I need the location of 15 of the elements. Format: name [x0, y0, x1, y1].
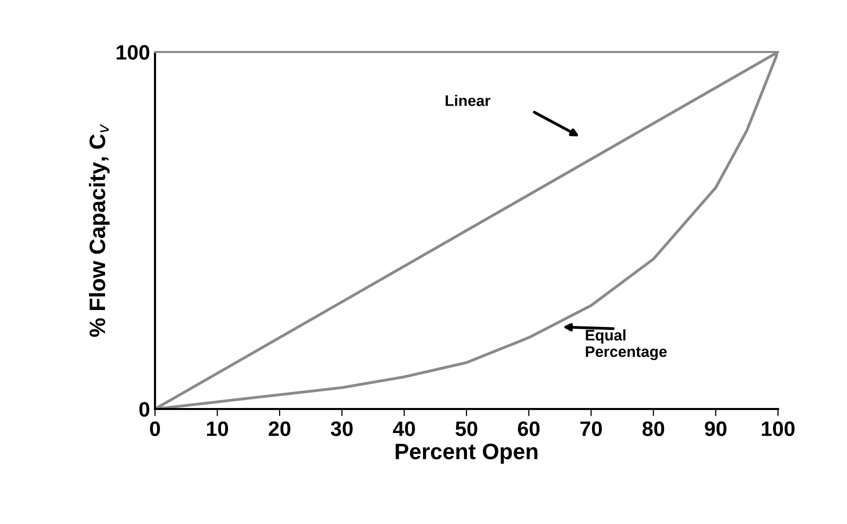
x-tick-label: 50 — [456, 421, 478, 436]
x-axis-title: Percent Open — [396, 444, 538, 464]
annotation: Linear — [446, 94, 490, 106]
x-tick-label: 100 — [762, 421, 795, 436]
x-tick-label: 20 — [268, 421, 290, 436]
x-tick-label: 70 — [580, 421, 602, 436]
x-tick-label: 30 — [330, 421, 353, 436]
x-tick-label: 60 — [518, 421, 540, 436]
x-tick-label: 80 — [642, 421, 664, 436]
x-tick-label: 0 — [150, 421, 160, 436]
x-tick-label: 40 — [392, 421, 415, 436]
annotation: Equal Percentage — [586, 329, 667, 360]
x-tick-label: 10 — [207, 421, 228, 436]
y-axis-title: % Flow Capacity, C$_{v}$ — [88, 124, 110, 337]
x-tick-label: 90 — [704, 421, 726, 436]
